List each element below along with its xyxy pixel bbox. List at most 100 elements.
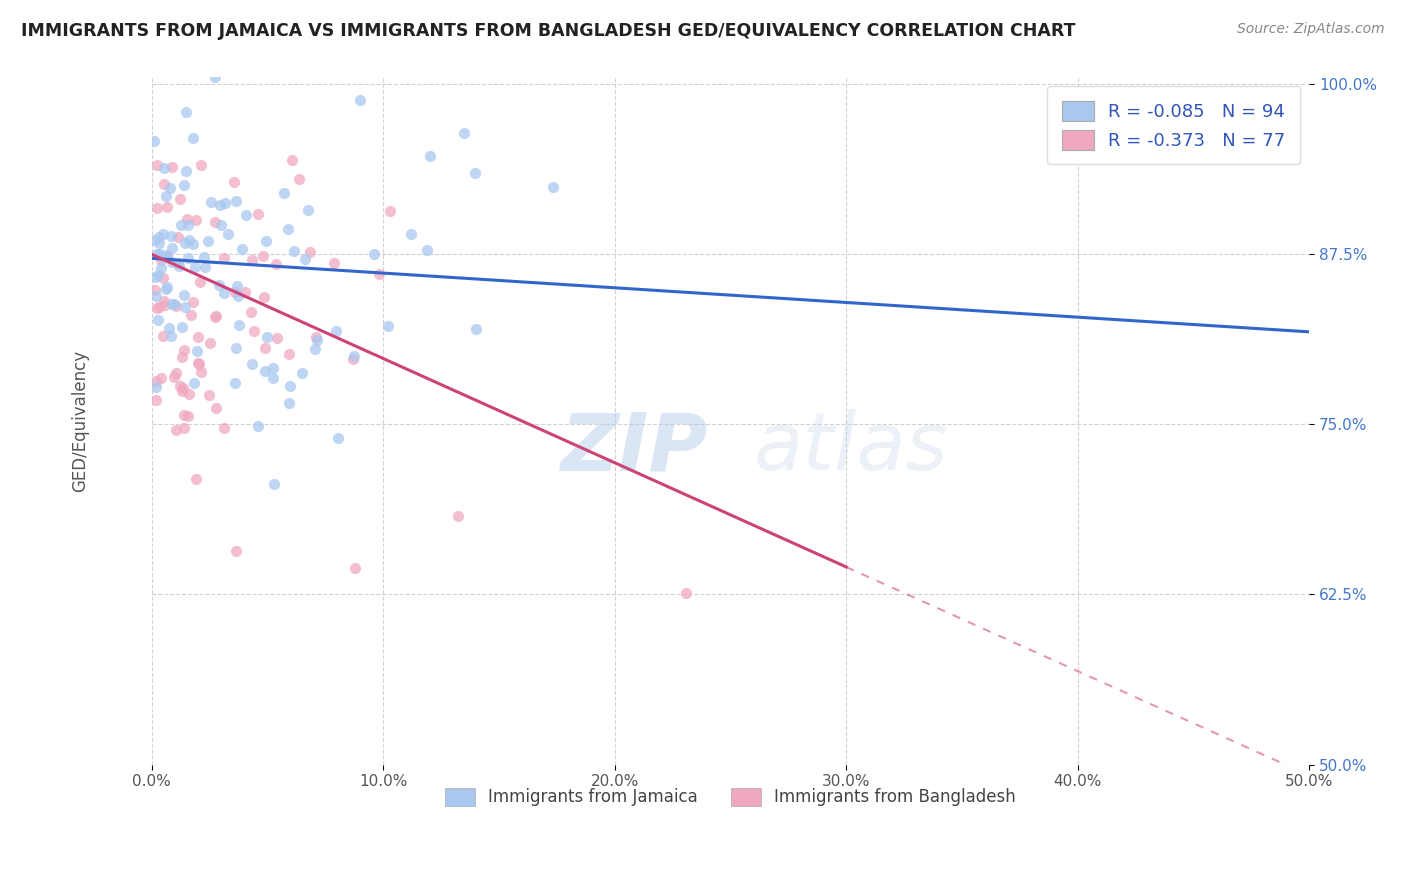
- Point: [344, 561, 367, 575]
- Point: [184, 260, 207, 275]
- Point: [187, 330, 209, 344]
- Point: [166, 229, 188, 244]
- Point: [207, 278, 229, 293]
- Point: [416, 244, 439, 258]
- Point: [228, 289, 250, 303]
- Point: [163, 296, 186, 310]
- Point: [262, 360, 284, 375]
- Point: [225, 341, 247, 355]
- Point: [152, 329, 174, 343]
- Text: IMMIGRANTS FROM JAMAICA VS IMMIGRANTS FROM BANGLADESH GED/EQUIVALENCY CORRELATIO: IMMIGRANTS FROM JAMAICA VS IMMIGRANTS FR…: [21, 22, 1076, 40]
- Point: [146, 247, 169, 261]
- Point: [208, 198, 231, 212]
- Point: [156, 200, 179, 214]
- Point: [176, 163, 198, 178]
- Point: [278, 379, 301, 393]
- Point: [214, 195, 236, 210]
- Point: [294, 252, 316, 266]
- Point: [177, 219, 200, 233]
- Point: [143, 134, 166, 148]
- Point: [377, 318, 399, 333]
- Legend: Immigrants from Jamaica, Immigrants from Bangladesh: Immigrants from Jamaica, Immigrants from…: [436, 780, 1025, 814]
- Point: [157, 320, 180, 334]
- Point: [277, 395, 299, 409]
- Point: [167, 256, 190, 270]
- Point: [188, 275, 211, 289]
- Point: [291, 366, 314, 380]
- Point: [181, 236, 204, 251]
- Point: [186, 344, 208, 359]
- Point: [173, 420, 195, 434]
- Point: [146, 202, 169, 216]
- Point: [254, 234, 277, 248]
- Point: [298, 245, 321, 260]
- Point: [150, 260, 173, 275]
- Point: [190, 158, 212, 172]
- Point: [343, 350, 366, 364]
- Point: [304, 330, 326, 344]
- Point: [217, 227, 239, 241]
- Point: [380, 203, 402, 218]
- Point: [173, 343, 195, 358]
- Point: [212, 251, 235, 265]
- Point: [172, 320, 194, 334]
- Point: [153, 178, 176, 192]
- Point: [145, 380, 167, 394]
- Point: [172, 381, 194, 395]
- Point: [363, 247, 385, 261]
- Point: [349, 93, 371, 107]
- Point: [180, 308, 202, 322]
- Point: [152, 161, 174, 175]
- Point: [159, 228, 181, 243]
- Point: [174, 105, 197, 120]
- Point: [149, 246, 172, 260]
- Point: [200, 194, 222, 209]
- Point: [224, 376, 246, 390]
- Point: [155, 189, 177, 203]
- Point: [152, 227, 174, 241]
- Point: [153, 298, 176, 312]
- Point: [240, 253, 263, 268]
- Point: [169, 259, 191, 273]
- Point: [173, 409, 195, 423]
- Point: [145, 288, 167, 302]
- Point: [325, 324, 347, 338]
- Point: [368, 267, 391, 281]
- Point: [152, 250, 174, 264]
- Point: [145, 392, 167, 407]
- Point: [419, 149, 441, 163]
- Point: [152, 270, 174, 285]
- Point: [170, 384, 193, 398]
- Point: [239, 305, 262, 319]
- Point: [173, 288, 195, 302]
- Point: [194, 260, 217, 275]
- Point: [225, 194, 247, 208]
- Point: [163, 370, 186, 384]
- Point: [401, 227, 423, 241]
- Point: [165, 299, 187, 313]
- Point: [254, 364, 277, 378]
- Point: [143, 269, 166, 284]
- Point: [252, 249, 274, 263]
- Point: [204, 70, 226, 85]
- Point: [177, 233, 200, 247]
- Point: [145, 374, 167, 388]
- Point: [186, 472, 208, 486]
- Point: [266, 331, 288, 345]
- Point: [228, 318, 250, 332]
- Point: [242, 324, 264, 338]
- Point: [170, 218, 193, 232]
- Point: [148, 230, 170, 244]
- Point: [204, 215, 226, 229]
- Point: [465, 322, 488, 336]
- Point: [159, 329, 181, 343]
- Point: [246, 207, 269, 221]
- Point: [254, 342, 277, 356]
- Point: [283, 244, 305, 259]
- Point: [675, 586, 697, 600]
- Point: [224, 285, 246, 299]
- Point: [342, 352, 364, 367]
- Point: [183, 376, 205, 391]
- Point: [160, 160, 183, 174]
- Point: [149, 371, 172, 385]
